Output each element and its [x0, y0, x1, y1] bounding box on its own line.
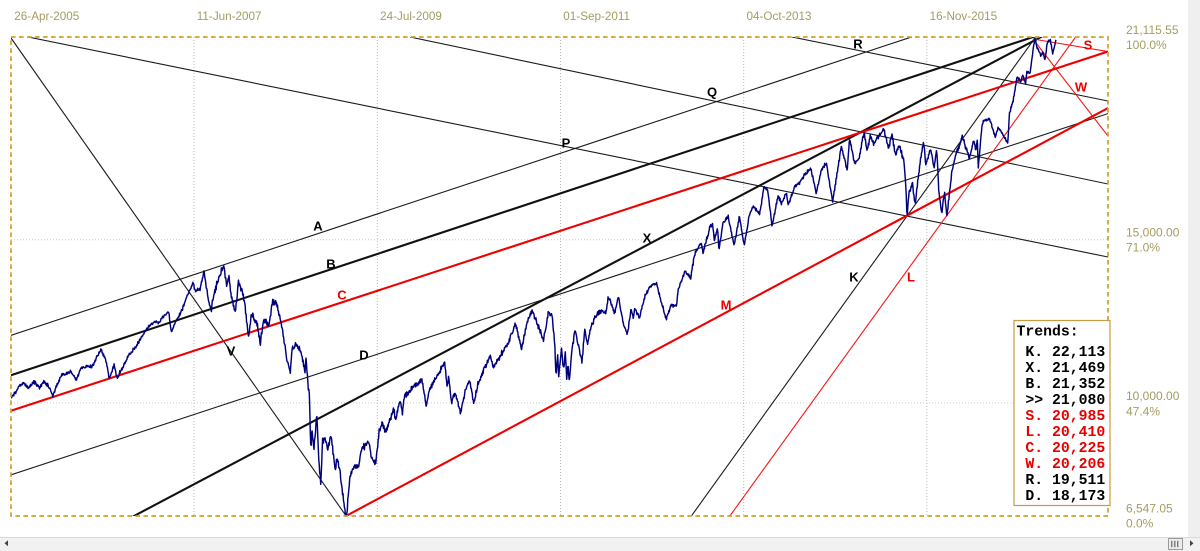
- svg-text:0.0%: 0.0%: [1126, 517, 1154, 531]
- svg-text:L. 20,410: L. 20,410: [1017, 425, 1106, 441]
- svg-text:16-Nov-2015: 16-Nov-2015: [930, 10, 998, 23]
- svg-text:01-Sep-2011: 01-Sep-2011: [563, 10, 630, 23]
- svg-text:P: P: [562, 136, 571, 151]
- svg-text:04-Oct-2013: 04-Oct-2013: [747, 10, 812, 23]
- svg-text:S: S: [1084, 38, 1093, 53]
- svg-text:6,547.05: 6,547.05: [1126, 501, 1173, 515]
- svg-text:47.4%: 47.4%: [1126, 405, 1160, 419]
- svg-text:L: L: [907, 270, 915, 285]
- svg-text:C. 20,225: C. 20,225: [1017, 441, 1106, 457]
- svg-text:M: M: [721, 298, 732, 313]
- svg-text:Q: Q: [707, 85, 717, 100]
- svg-text:71.0%: 71.0%: [1126, 241, 1160, 255]
- svg-text:D: D: [359, 348, 368, 363]
- svg-text:R. 19,511: R. 19,511: [1017, 473, 1106, 489]
- svg-text:21,115.55: 21,115.55: [1126, 23, 1179, 37]
- svg-text:K. 22,113: K. 22,113: [1017, 345, 1106, 361]
- svg-text:Trends:: Trends:: [1017, 325, 1079, 341]
- svg-text:D. 18,173: D. 18,173: [1017, 489, 1106, 505]
- svg-text:X. 21,469: X. 21,469: [1017, 361, 1106, 377]
- svg-text:15,000.00: 15,000.00: [1126, 225, 1180, 239]
- svg-text:B. 21,352: B. 21,352: [1017, 377, 1106, 393]
- svg-text:W. 20,206: W. 20,206: [1017, 457, 1106, 473]
- svg-text:K: K: [849, 270, 859, 285]
- svg-text:24-Jul-2009: 24-Jul-2009: [380, 10, 442, 23]
- svg-text:X: X: [643, 231, 652, 246]
- svg-text:W: W: [1075, 80, 1088, 95]
- svg-text:R: R: [853, 37, 863, 52]
- svg-text:B: B: [326, 257, 335, 272]
- svg-text:A: A: [313, 219, 323, 234]
- svg-text:S. 20,985: S. 20,985: [1017, 409, 1106, 425]
- svg-text:26-Apr-2005: 26-Apr-2005: [14, 10, 79, 23]
- svg-text:C: C: [337, 288, 347, 303]
- svg-text:10,000.00: 10,000.00: [1126, 389, 1180, 403]
- svg-text:100.0%: 100.0%: [1126, 38, 1167, 52]
- svg-text:>> 21,080: >> 21,080: [1017, 393, 1106, 409]
- svg-text:11-Jun-2007: 11-Jun-2007: [197, 10, 262, 23]
- svg-text:V: V: [227, 344, 236, 359]
